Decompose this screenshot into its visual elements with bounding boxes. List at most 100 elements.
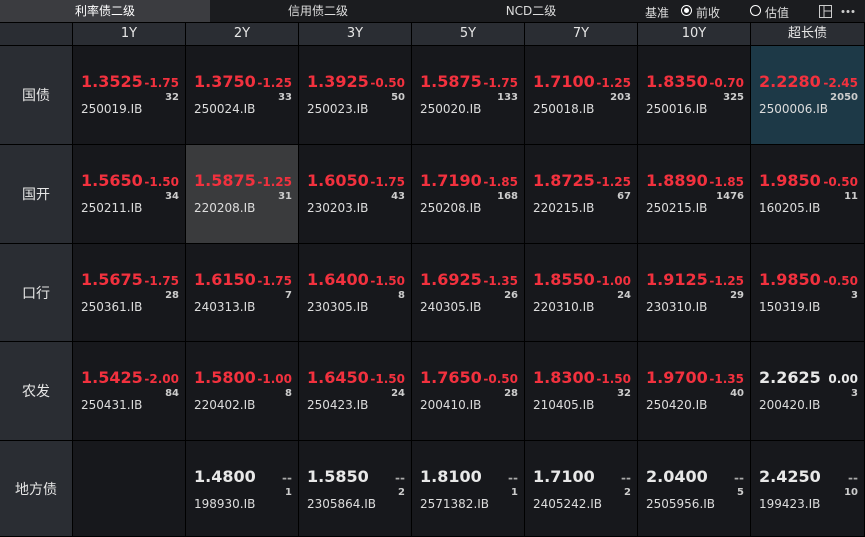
change: -1.25 xyxy=(709,274,744,288)
quote-cell[interactable]: 1.6925 -1.35 26 240305.IB xyxy=(412,244,524,341)
bond-code: 199423.IB xyxy=(759,497,821,511)
more-icon[interactable] xyxy=(840,5,856,18)
tab[interactable]: NCD二级 xyxy=(505,4,557,18)
change: -1.25 xyxy=(596,175,631,189)
row-label: 农发 xyxy=(0,342,72,440)
price: 1.5850 xyxy=(307,467,369,486)
price: 2.0400 xyxy=(646,467,708,486)
price: 1.8725 xyxy=(533,171,595,190)
price: 1.6450 xyxy=(307,368,369,387)
quote-cell[interactable]: 1.9850 -0.50 11 160205.IB xyxy=(751,145,864,243)
quote-cell[interactable]: 1.8550 -1.00 24 220310.IB xyxy=(525,244,637,341)
price: 1.7100 xyxy=(533,72,595,91)
radio[interactable] xyxy=(681,5,692,16)
price: 2.2280 xyxy=(759,72,821,91)
bond-code: 240305.IB xyxy=(420,300,482,314)
bond-code: 250020.IB xyxy=(420,102,482,116)
change: -1.75 xyxy=(144,76,179,90)
count: 31 xyxy=(278,191,292,202)
count: 28 xyxy=(504,388,518,399)
layout-icon[interactable] xyxy=(819,5,832,18)
change: 0.00 xyxy=(828,372,858,386)
row-label: 口行 xyxy=(0,244,72,341)
column-header: 2Y xyxy=(186,23,298,45)
change: -1.50 xyxy=(596,372,631,386)
quote-cell[interactable]: 1.7650 -0.50 28 200410.IB xyxy=(412,342,524,440)
change: -- xyxy=(395,471,405,485)
quote-cell[interactable]: 1.6050 -1.75 43 230203.IB xyxy=(299,145,411,243)
radio-label[interactable]: 前收 xyxy=(696,6,721,20)
quote-cell[interactable]: 1.7100 -1.25 203 250018.IB xyxy=(525,46,637,144)
change: -0.70 xyxy=(709,76,744,90)
count: 32 xyxy=(165,92,179,103)
price: 1.5650 xyxy=(81,171,143,190)
quote-cell[interactable]: 1.5800 -1.00 8 220402.IB xyxy=(186,342,298,440)
count: 2 xyxy=(624,487,631,498)
quote-cell[interactable]: 1.8350 -0.70 325 250016.IB xyxy=(638,46,750,144)
quote-cell[interactable]: 1.4800 -- 1 198930.IB xyxy=(186,441,298,536)
quote-cell[interactable]: 1.5875 -1.25 31 220208.IB xyxy=(186,145,298,243)
quote-cell[interactable]: 1.9125 -1.25 29 230310.IB xyxy=(638,244,750,341)
quote-cell[interactable]: 1.3750 -1.25 33 250024.IB xyxy=(186,46,298,144)
bond-code: 198930.IB xyxy=(194,497,256,511)
quote-cell[interactable]: 1.6450 -1.50 24 250423.IB xyxy=(299,342,411,440)
change: -- xyxy=(621,471,631,485)
quote-cell[interactable]: 1.9700 -1.35 40 250420.IB xyxy=(638,342,750,440)
count: 32 xyxy=(617,388,631,399)
quote-cell[interactable]: 1.8300 -1.50 32 210405.IB xyxy=(525,342,637,440)
quote-cell[interactable]: 1.8100 -- 1 2571382.IB xyxy=(412,441,524,536)
quote-cell[interactable]: 1.6400 -1.50 8 230305.IB xyxy=(299,244,411,341)
count: 325 xyxy=(723,92,744,103)
price: 1.7190 xyxy=(420,171,482,190)
quote-cell[interactable]: 1.9850 -0.50 3 150319.IB xyxy=(751,244,864,341)
bond-code: 250024.IB xyxy=(194,102,256,116)
quote-cell[interactable]: 1.7190 -1.85 168 250208.IB xyxy=(412,145,524,243)
basis-label: 基准 xyxy=(645,6,670,20)
count: 67 xyxy=(617,191,631,202)
quote-cell[interactable]: 1.3525 -1.75 32 250019.IB xyxy=(73,46,185,144)
quote-cell[interactable]: 1.6150 -1.75 7 240313.IB xyxy=(186,244,298,341)
price: 1.9700 xyxy=(646,368,708,387)
quote-cell[interactable]: 2.2625 0.00 3 200420.IB xyxy=(751,342,864,440)
price: 1.3750 xyxy=(194,72,256,91)
price: 2.4250 xyxy=(759,467,821,486)
bond-code: 250023.IB xyxy=(307,102,369,116)
bond-code: 210405.IB xyxy=(533,398,595,412)
price: 1.4800 xyxy=(194,467,256,486)
change: -1.50 xyxy=(144,175,179,189)
count: 33 xyxy=(278,92,292,103)
count: 50 xyxy=(391,92,405,103)
price: 1.9850 xyxy=(759,270,821,289)
price: 1.5675 xyxy=(81,270,143,289)
quote-cell[interactable]: 2.4250 -- 10 199423.IB xyxy=(751,441,864,536)
quote-cell[interactable]: 1.8890 -1.85 1476 250215.IB xyxy=(638,145,750,243)
change: -- xyxy=(734,471,744,485)
tab[interactable]: 信用债二级 xyxy=(287,4,348,18)
row-label: 国开 xyxy=(0,145,72,243)
count: 5 xyxy=(737,487,744,498)
quote-cell[interactable]: 1.8725 -1.25 67 220215.IB xyxy=(525,145,637,243)
radio[interactable] xyxy=(750,5,761,16)
quote-cell[interactable]: 1.5850 -- 2 2305864.IB xyxy=(299,441,411,536)
count: 10 xyxy=(844,487,858,498)
change: -1.85 xyxy=(709,175,744,189)
radio-label[interactable]: 估值 xyxy=(765,6,790,20)
quote-cell xyxy=(73,441,185,536)
quote-cell[interactable]: 1.3925 -0.50 50 250023.IB xyxy=(299,46,411,144)
change: -- xyxy=(508,471,518,485)
count: 29 xyxy=(730,290,744,301)
quote-cell[interactable]: 2.2280 -2.45 2050 2500006.IB xyxy=(751,46,864,144)
price: 1.3925 xyxy=(307,72,369,91)
change: -0.50 xyxy=(370,76,405,90)
change: -1.85 xyxy=(483,175,518,189)
quote-cell[interactable]: 2.0400 -- 5 2505956.IB xyxy=(638,441,750,536)
quote-cell[interactable]: 1.5650 -1.50 34 250211.IB xyxy=(73,145,185,243)
quote-cell[interactable]: 1.5875 -1.75 133 250020.IB xyxy=(412,46,524,144)
quote-cell[interactable]: 1.7100 -- 2 2405242.IB xyxy=(525,441,637,536)
price: 1.9125 xyxy=(646,270,708,289)
change: -1.75 xyxy=(483,76,518,90)
tab[interactable]: 利率债二级 xyxy=(0,0,210,22)
column-header: 5Y xyxy=(412,23,524,45)
quote-cell[interactable]: 1.5675 -1.75 28 250361.IB xyxy=(73,244,185,341)
quote-cell[interactable]: 1.5425 -2.00 84 250431.IB xyxy=(73,342,185,440)
